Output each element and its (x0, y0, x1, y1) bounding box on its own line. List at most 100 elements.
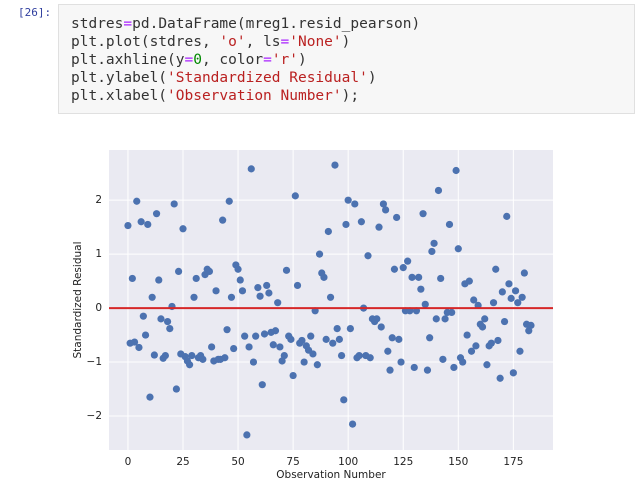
point (421, 300, 429, 308)
point (496, 374, 504, 382)
point (161, 351, 169, 360)
point (139, 312, 147, 320)
point (260, 330, 269, 338)
point (291, 192, 299, 200)
point (329, 339, 337, 347)
code-token: 'o' (219, 34, 246, 50)
point (234, 265, 242, 273)
point (503, 212, 511, 220)
point (395, 335, 403, 343)
y-tick-label: −1 (87, 356, 102, 368)
point (408, 273, 416, 281)
point (252, 332, 260, 340)
point (186, 361, 194, 369)
point (152, 210, 161, 218)
point (333, 324, 341, 333)
point (298, 336, 306, 345)
code-line: plt.plot(stdres, 'o', ls='None') (71, 33, 622, 51)
point (205, 267, 214, 276)
point (172, 385, 180, 393)
point (322, 335, 330, 343)
point (423, 366, 432, 374)
point (223, 326, 231, 334)
code-line: stdres=pd.DataFrame(mreg1.resid_pearson) (71, 15, 622, 33)
point (386, 366, 394, 374)
point (227, 293, 236, 301)
point (141, 331, 150, 339)
point (137, 218, 145, 226)
code-line: plt.xlabel('Observation Number'); (71, 87, 622, 105)
point (313, 361, 321, 369)
point (428, 247, 436, 256)
point (219, 216, 227, 224)
point (357, 218, 365, 226)
code-token: plt.plot(stdres, (71, 34, 220, 50)
point (481, 315, 489, 323)
point (130, 338, 139, 346)
point (364, 252, 372, 260)
point (190, 293, 198, 301)
point (315, 250, 324, 258)
point (525, 327, 533, 335)
point (355, 351, 363, 360)
code-line: plt.ylabel('Standardized Residual') (71, 69, 622, 87)
point (174, 267, 183, 276)
point (348, 420, 357, 428)
point (384, 347, 392, 355)
code-token: , color (201, 52, 264, 68)
point (331, 161, 339, 169)
point (293, 281, 302, 290)
point (516, 347, 524, 355)
code-token: plt.ylabel( (71, 70, 168, 86)
code-token: = (184, 52, 194, 68)
code-token: , ls (245, 34, 281, 50)
y-tick-label: −2 (87, 410, 102, 422)
point (289, 371, 297, 380)
point (388, 334, 396, 342)
point (415, 273, 423, 281)
point (263, 281, 271, 290)
point (249, 358, 258, 366)
code-token: = (123, 16, 133, 32)
code-token: pd.DataFrame(mreg1.resid_pearson) (132, 16, 421, 32)
point (128, 274, 136, 283)
point (326, 293, 335, 301)
point (500, 317, 509, 326)
point (245, 343, 253, 351)
point (434, 186, 443, 195)
point (520, 269, 528, 277)
point (492, 265, 500, 273)
point (212, 287, 220, 295)
point (166, 324, 174, 333)
point (148, 293, 156, 301)
point (280, 351, 288, 360)
point (487, 339, 495, 347)
code-token: ) (367, 70, 377, 86)
point (430, 239, 438, 247)
x-tick-label: 125 (393, 456, 413, 468)
point (509, 369, 517, 377)
point (300, 358, 308, 366)
y-axis-label: Standardized Residual (72, 241, 84, 358)
point (507, 294, 515, 302)
point (397, 358, 405, 366)
point (494, 336, 502, 345)
point (157, 315, 165, 323)
point (344, 196, 352, 204)
code-cell[interactable]: stdres=pd.DataFrame(mreg1.resid_pearson)… (58, 4, 635, 114)
point (269, 341, 277, 349)
point (351, 200, 359, 208)
point (404, 257, 412, 265)
code-token: stdres (71, 16, 124, 32)
point (271, 327, 280, 335)
point (419, 210, 427, 218)
point (432, 315, 440, 323)
code-token: 'Observation Number' (167, 88, 342, 104)
point (179, 225, 187, 233)
point (243, 431, 251, 439)
code-token: 0 (193, 52, 202, 68)
point (498, 288, 506, 296)
point (463, 331, 471, 339)
point (247, 165, 255, 173)
point (382, 206, 390, 214)
